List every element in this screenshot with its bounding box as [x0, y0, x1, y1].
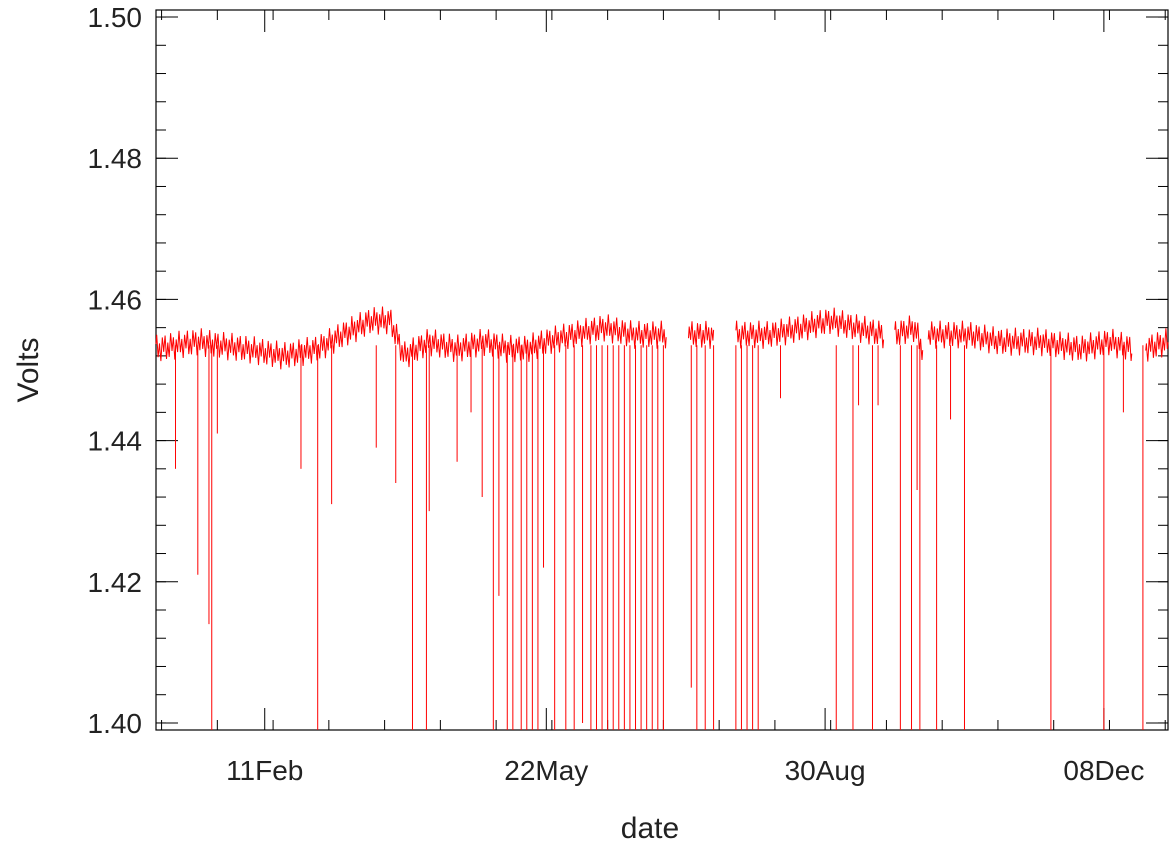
plot-frame	[155, 9, 1169, 731]
series-layer	[155, 306, 1169, 730]
series-line	[688, 320, 715, 349]
tick-labels: 1.40 1.42 1.44 1.46 1.48 1.50 11Feb 22May 30Aug 0…	[88, 2, 1145, 786]
series-line	[927, 320, 1133, 362]
y-axis-title: Volts	[12, 337, 45, 402]
series-line	[1145, 328, 1169, 362]
x-tick-label: 11Feb	[226, 755, 303, 786]
y-tick-label: 1.50	[88, 2, 143, 33]
y-tick-label: 1.40	[88, 708, 143, 739]
x-axis-title: date	[621, 812, 679, 845]
series-line	[894, 315, 924, 361]
y-tick-label: 1.46	[88, 284, 143, 315]
series-line	[155, 306, 667, 370]
x-tick-label: 22May	[504, 755, 588, 786]
x-tick-label: 08Dec	[1063, 755, 1144, 786]
y-tick-label: 1.48	[88, 143, 143, 174]
y-tick-label: 1.44	[88, 426, 143, 457]
y-tick-label: 1.42	[88, 567, 143, 598]
series-line	[735, 307, 885, 349]
axis-ticks	[156, 10, 1168, 730]
x-tick-label: 30Aug	[785, 755, 866, 786]
